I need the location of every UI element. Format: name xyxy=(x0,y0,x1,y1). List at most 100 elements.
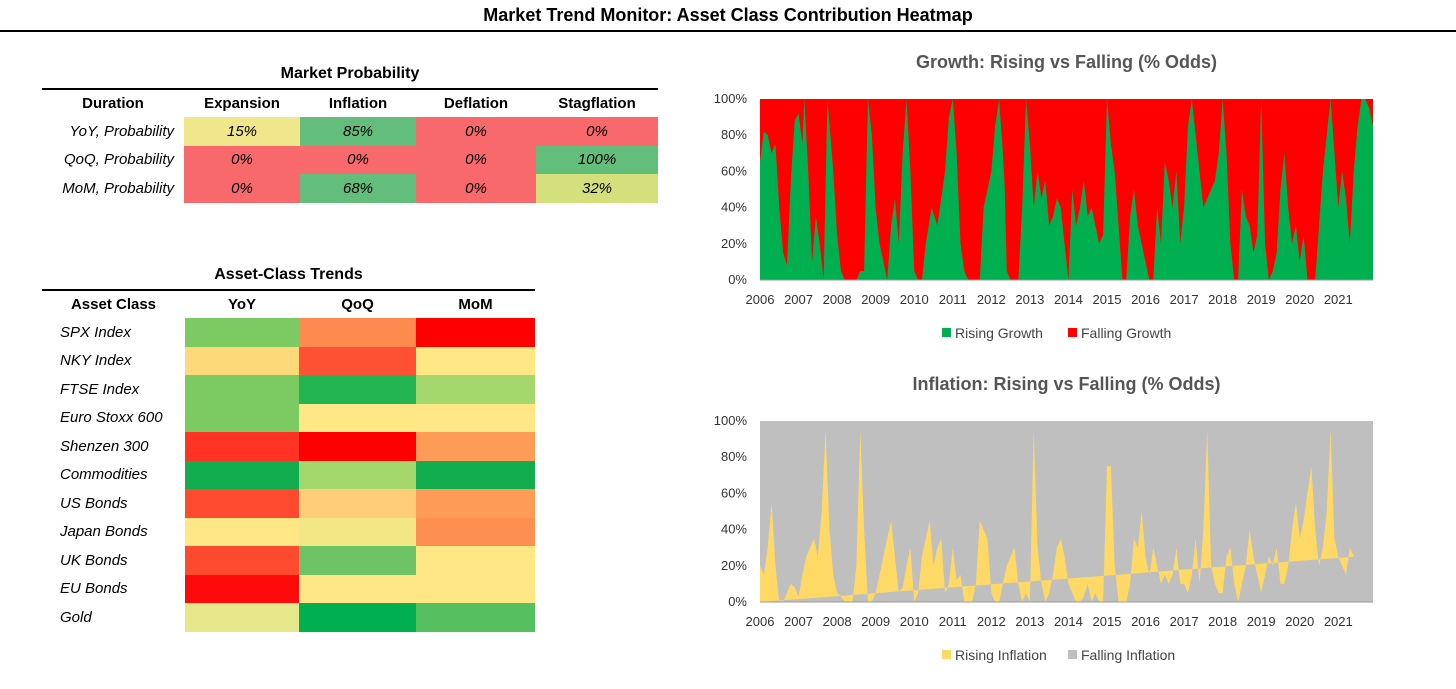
probability-cell: 0% xyxy=(300,145,416,174)
x-tick-label: 2007 xyxy=(784,614,813,629)
heatmap-cell xyxy=(416,346,535,375)
series-rising-area xyxy=(760,430,1354,602)
row-label: MoM, Probability xyxy=(62,179,174,197)
col-header-inflation: Inflation xyxy=(328,95,388,112)
x-tick-label: 2021 xyxy=(1324,292,1353,307)
trend-row-shenzen-300: Shenzen 300 xyxy=(42,432,535,461)
x-tick-label: 2013 xyxy=(1015,614,1044,629)
x-tick-label: 2018 xyxy=(1208,614,1237,629)
heatmap-cell xyxy=(185,432,299,461)
x-tick-label: 2006 xyxy=(746,292,775,307)
heatmap-cell xyxy=(299,403,416,432)
x-tick-label: 2013 xyxy=(1015,292,1044,307)
y-tick-label: 80% xyxy=(721,449,747,464)
heatmap-cell xyxy=(185,403,299,432)
series-falling-area xyxy=(760,99,1373,280)
asset-class-label: US Bonds xyxy=(60,494,128,512)
trend-row-us-bonds: US Bonds xyxy=(42,489,535,518)
x-tick-label: 2008 xyxy=(823,292,852,307)
title-rule xyxy=(0,30,1456,32)
probability-cell: 0% xyxy=(416,117,536,146)
x-tick-label: 2010 xyxy=(900,292,929,307)
col-header-qoq: QoQ xyxy=(341,296,374,313)
heatmap-cell xyxy=(416,489,535,518)
legend-swatch-rising xyxy=(942,328,951,337)
probability-cell: 0% xyxy=(184,174,300,203)
probability-table: Duration Expansion Inflation Deflation S… xyxy=(42,88,658,203)
asset-class-label: SPX Index xyxy=(60,323,131,341)
trend-row-japan-bonds: Japan Bonds xyxy=(42,517,535,546)
y-tick-label: 0% xyxy=(728,594,747,609)
trends-table: Asset Class YoY QoQ MoM SPX Index NKY Ind… xyxy=(42,289,535,632)
asset-class-label: NKY Index xyxy=(60,352,132,370)
probability-row-qoq-probability: QoQ, Probability 0% 0% 0% 100% xyxy=(42,145,658,174)
trend-row-uk-bonds: UK Bonds xyxy=(42,546,535,575)
x-tick-label: 2006 xyxy=(746,614,775,629)
asset-class-label: UK Bonds xyxy=(60,551,128,569)
trend-row-nky-index: NKY Index xyxy=(42,346,535,375)
trend-row-ftse-index: FTSE Index xyxy=(42,375,535,404)
x-tick-label: 2019 xyxy=(1247,614,1276,629)
legend-swatch-falling xyxy=(1068,650,1077,659)
x-tick-label: 2017 xyxy=(1170,614,1199,629)
col-header-expansion: Expansion xyxy=(204,95,280,112)
x-tick-label: 2009 xyxy=(861,614,890,629)
col-header-duration: Duration xyxy=(82,95,144,112)
x-tick-label: 2011 xyxy=(939,292,967,307)
probability-cell: 68% xyxy=(300,174,416,203)
growth-chart: Growth: Rising vs Falling (% Odds) 0% 20% 4… xyxy=(700,42,1440,362)
legend-swatch-falling xyxy=(1068,328,1077,337)
y-tick-label: 60% xyxy=(721,485,747,500)
heatmap-cell xyxy=(416,603,535,632)
x-tick-label: 2015 xyxy=(1093,292,1122,307)
x-tick-label: 2015 xyxy=(1093,614,1122,629)
col-header-stagflation: Stagflation xyxy=(558,95,636,112)
heatmap-cell xyxy=(299,460,416,489)
trend-row-spx-index: SPX Index xyxy=(42,318,535,347)
heatmap-cell xyxy=(416,375,535,404)
row-label: YoY, Probability xyxy=(69,122,174,140)
probability-table-title: Market Probability xyxy=(280,65,420,82)
y-tick-label: 100% xyxy=(714,413,748,428)
x-tick-label: 2012 xyxy=(977,614,1006,629)
heatmap-cell xyxy=(299,574,416,603)
legend-label-rising: Rising Growth xyxy=(955,325,1043,341)
x-tick-label: 2016 xyxy=(1131,614,1160,629)
x-tick-label: 2009 xyxy=(861,292,890,307)
x-tick-label: 2018 xyxy=(1208,292,1237,307)
heatmap-cell xyxy=(185,603,299,632)
chart-title: Inflation: Rising vs Falling (% Odds) xyxy=(912,374,1220,394)
x-tick-label: 2019 xyxy=(1247,292,1276,307)
y-tick-label: 0% xyxy=(728,272,747,287)
series-rising-area xyxy=(760,99,1373,280)
chart-title: Growth: Rising vs Falling (% Odds) xyxy=(916,52,1217,72)
heatmap-cell xyxy=(185,346,299,375)
trend-row-eu-bonds: EU Bonds xyxy=(42,574,535,603)
heatmap-cell xyxy=(185,460,299,489)
probability-cell: 85% xyxy=(300,117,416,146)
col-header-asset-class: Asset Class xyxy=(70,296,157,313)
heatmap-cell xyxy=(185,318,299,347)
heatmap-cell xyxy=(416,574,535,603)
heatmap-cell xyxy=(185,574,299,603)
trend-row-gold: Gold xyxy=(42,603,535,632)
asset-class-label: Commodities xyxy=(60,466,148,484)
x-tick-label: 2020 xyxy=(1285,614,1314,629)
heatmap-cell xyxy=(416,517,535,546)
probability-cell: 32% xyxy=(536,174,658,203)
asset-class-label: FTSE Index xyxy=(60,380,140,398)
legend-label-falling: Falling Growth xyxy=(1081,325,1171,341)
heatmap-cell xyxy=(299,432,416,461)
x-tick-label: 2008 xyxy=(823,614,852,629)
heatmap-cell xyxy=(299,546,416,575)
probability-cell: 0% xyxy=(416,174,536,203)
probability-header-row: Duration Expansion Inflation Deflation S… xyxy=(42,89,658,117)
legend-label-rising: Rising Inflation xyxy=(955,647,1047,663)
heatmap-cell xyxy=(185,517,299,546)
heatmap-cell xyxy=(185,375,299,404)
asset-class-label: Shenzen 300 xyxy=(60,437,149,455)
asset-class-label: Japan Bonds xyxy=(60,523,148,541)
probability-row-mom-probability: MoM, Probability 0% 68% 0% 32% xyxy=(42,174,658,203)
asset-class-label: EU Bonds xyxy=(60,580,128,598)
heatmap-cell xyxy=(416,460,535,489)
